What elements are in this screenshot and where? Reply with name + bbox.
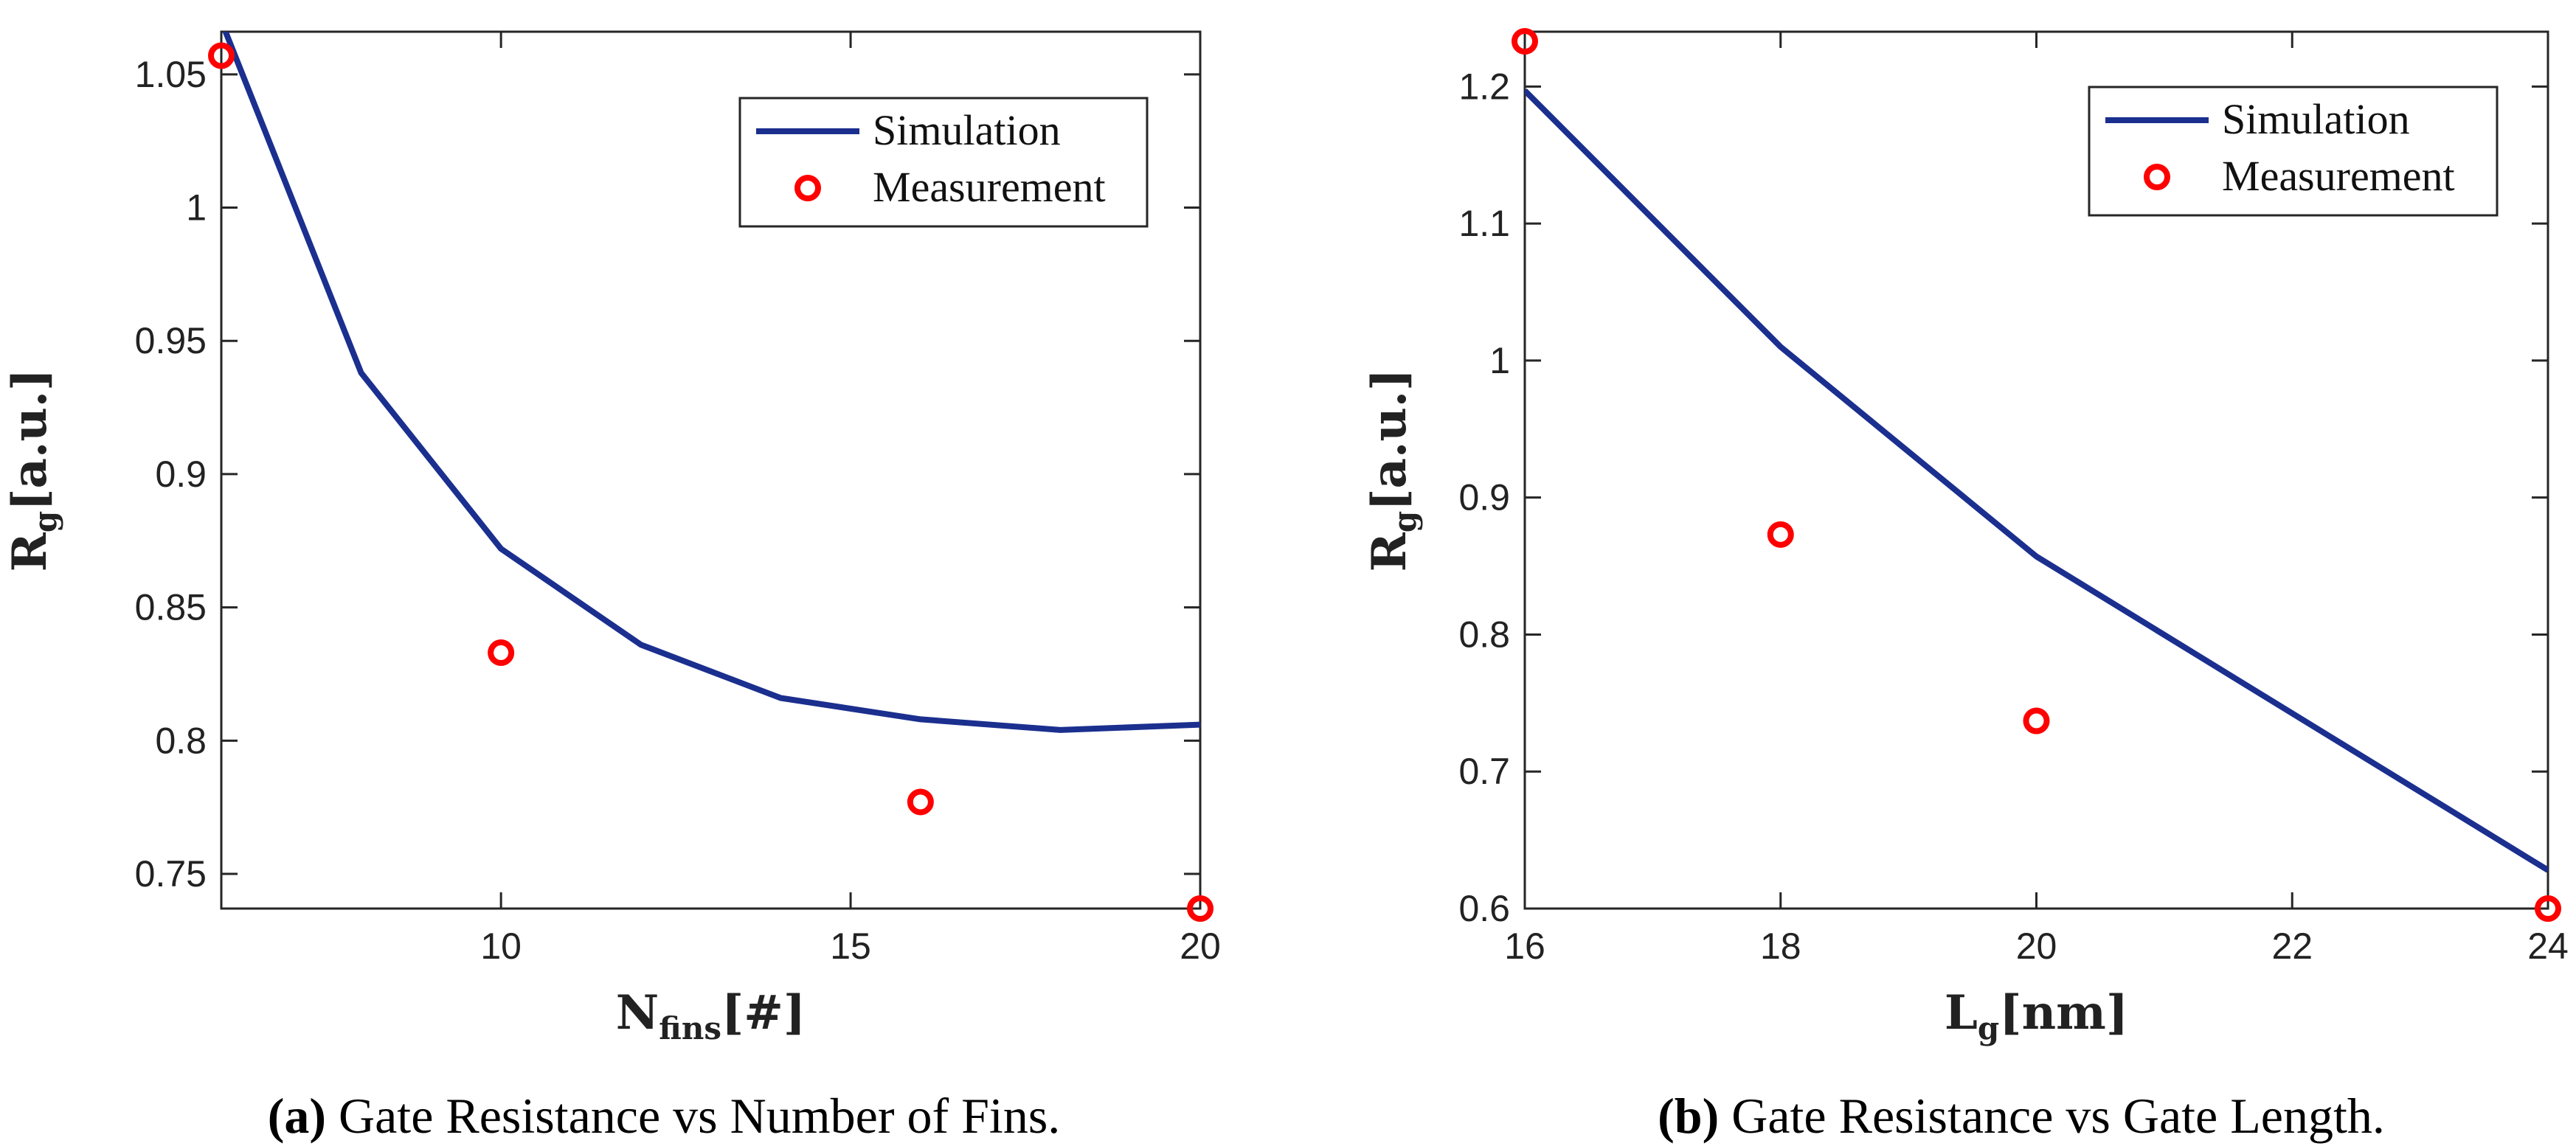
y-tick-label: 0.75 [135, 853, 207, 895]
legend-marker-swatch [2144, 164, 2170, 190]
y-tick-label: 1 [1489, 340, 1510, 381]
y-tick-label: 1.1 [1458, 203, 1510, 244]
legend-box [738, 97, 1149, 228]
x-axis-label: Lg[nm] [1945, 985, 2128, 1046]
y-tick-label: 0.6 [1458, 888, 1510, 929]
x-tick-label: 16 [1504, 926, 1545, 967]
measurement-point [1767, 521, 1794, 548]
y-axis-label: Rg[a.u.] [2, 369, 63, 572]
legend: Simulation Measurement [2088, 86, 2499, 217]
measurement-point [488, 639, 515, 667]
legend-label-simulation: Simulation [2222, 95, 2410, 143]
caption: (b) Gate Resistance vs Gate Length. [1658, 1088, 2385, 1144]
y-tick-label: 0.7 [1458, 751, 1510, 792]
caption: (a) Gate Resistance vs Number of Fins. [268, 1088, 1061, 1144]
y-tick-label: 0.8 [155, 720, 207, 761]
y-tick-label: 1.05 [135, 54, 207, 95]
legend-marker-swatch [794, 175, 821, 201]
y-tick-label: 1.2 [1458, 66, 1510, 107]
y-tick-label: 0.95 [135, 320, 207, 361]
legend-box [2088, 86, 2499, 217]
measurement-point [2023, 707, 2050, 735]
measurement-point [2535, 895, 2561, 922]
y-tick-label: 0.85 [135, 587, 207, 628]
simulation-line [222, 32, 1200, 733]
x-tick-label: 20 [1180, 926, 1221, 967]
legend-label-simulation: Simulation [873, 106, 1061, 154]
chart-b: 16 18 20 22 24 0.6 0.7 0.8 0.9 1 1.1 1.2 Simulation M… [1362, 28, 2569, 1144]
y-tick-label: 0.9 [1458, 477, 1510, 518]
x-tick-label: 22 [2271, 926, 2313, 967]
measurement-point [208, 42, 235, 69]
measurement-point [1512, 28, 1538, 55]
y-tick-label: 0.8 [1458, 614, 1510, 655]
x-tick-label: 24 [2527, 926, 2569, 967]
legend-label-measurement: Measurement [2222, 152, 2455, 200]
x-tick-label: 20 [2016, 926, 2057, 967]
y-axis-label: Rg[a.u.] [1362, 369, 1423, 572]
legend: Simulation Measurement [738, 97, 1149, 228]
x-axis-label: Nfins[#] [616, 985, 806, 1046]
y-tick-label: 1 [186, 187, 207, 229]
chart-a: 10 15 20 0.75 0.8 0.85 0.9 0.95 1 1.05 Simulation M… [2, 30, 1221, 1144]
x-tick-label: 10 [480, 926, 522, 967]
legend-label-measurement: Measurement [873, 163, 1106, 211]
y-tick-label: 0.9 [155, 454, 207, 495]
measurement-point [907, 788, 934, 816]
measurement-point [1187, 895, 1213, 922]
simulation-line [1525, 88, 2548, 873]
x-tick-label: 15 [830, 926, 871, 967]
x-tick-label: 18 [1760, 926, 1801, 967]
plot-area [220, 30, 1202, 910]
